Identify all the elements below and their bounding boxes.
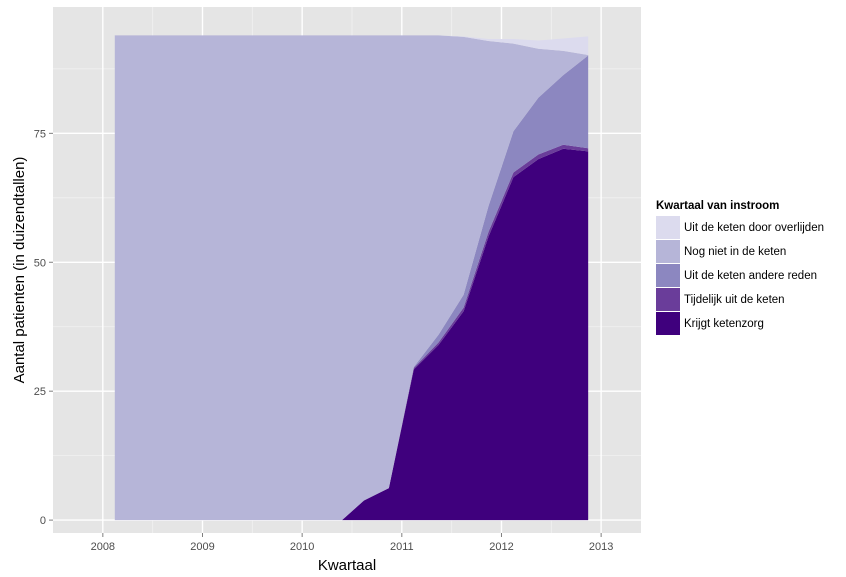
x-tick-label: 2011	[390, 541, 414, 553]
legend-label: Tijdelijk uit de keten	[684, 294, 785, 306]
legend-item: Tijdelijk uit de keten	[656, 288, 824, 312]
legend: Kwartaal van instroom Uit de keten door …	[656, 200, 824, 336]
y-tick-label: 25	[34, 386, 46, 398]
x-tick-label: 2013	[589, 541, 613, 553]
y-tick-label: 0	[40, 515, 46, 527]
x-axis: 2008 2009 2010 2011 2012 2013	[91, 533, 613, 553]
legend-swatch	[656, 288, 680, 312]
legend-swatch	[656, 240, 680, 264]
legend-item: Krijgt ketenzorg	[656, 312, 824, 336]
area-uit-de-keten-andere-reden	[114, 55, 589, 521]
x-tick-label: 2008	[91, 541, 115, 553]
y-axis-title: Aantal patienten (in duizendtallen)	[11, 157, 28, 384]
area-layers	[114, 35, 589, 521]
legend-title: Kwartaal van instroom	[656, 200, 780, 212]
legend-item: Nog niet in de keten	[656, 240, 824, 264]
y-tick-label: 50	[34, 257, 46, 269]
y-axis: 0 25 50 75	[34, 128, 53, 527]
legend-swatch	[656, 264, 680, 288]
x-axis-title: Kwartaal	[318, 557, 376, 574]
area-nog-niet-in-de-keten	[114, 35, 589, 521]
legend-label: Nog niet in de keten	[684, 246, 787, 258]
area-krijgt-ketenzorg	[114, 148, 589, 521]
legend-item: Uit de keten andere reden	[656, 264, 824, 288]
legend-swatch	[656, 312, 680, 336]
legend-item: Uit de keten door overlijden	[656, 216, 824, 240]
x-tick-label: 2012	[489, 541, 513, 553]
y-tick-label: 75	[34, 128, 46, 140]
legend-label: Krijgt ketenzorg	[684, 318, 764, 330]
x-tick-label: 2009	[190, 541, 214, 553]
legend-label: Uit de keten door overlijden	[684, 222, 824, 234]
x-tick-label: 2010	[290, 541, 314, 553]
legend-swatch	[656, 216, 680, 240]
legend-label: Uit de keten andere reden	[684, 270, 817, 282]
